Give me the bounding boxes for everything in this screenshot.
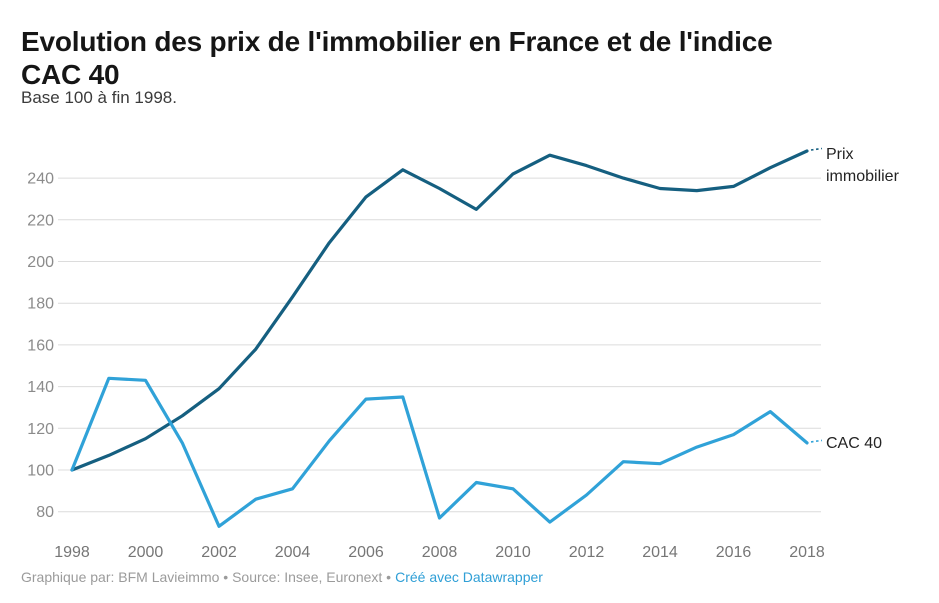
datawrapper-attribution-link[interactable]: Créé avec Datawrapper	[395, 569, 543, 585]
y-tick-label: 240	[27, 171, 54, 188]
chart-subtitle: Base 100 à fin 1998.	[21, 88, 177, 107]
x-tick-label: 2000	[128, 544, 164, 561]
series-label-connector-cac-40	[810, 439, 823, 443]
chart-title-line1: Evolution des prix de l'immobilier en Fr…	[21, 25, 773, 57]
y-tick-label: 200	[27, 254, 54, 271]
series-line-prix-immobilier	[70, 149, 809, 472]
y-tick-label: 140	[27, 379, 54, 396]
x-tick-label: 2008	[422, 544, 458, 561]
y-tick-label: 160	[27, 337, 54, 354]
series-label-prix-immobilier: immobilier	[826, 168, 900, 185]
series-label-connector-prix-immobilier	[810, 147, 823, 151]
y-tick-label: 100	[27, 463, 54, 480]
chart-footer: Graphique par: BFM Lavieimmo • Source: I…	[21, 569, 543, 585]
series-label-prix-immobilier: Prix	[826, 146, 854, 163]
x-tick-label: 2006	[348, 544, 384, 561]
x-tick-label: 2014	[642, 544, 678, 561]
y-tick-label: 120	[27, 421, 54, 438]
y-tick-label: 220	[27, 212, 54, 229]
series-line-cac-40	[70, 376, 809, 528]
x-tick-label: 2016	[716, 544, 752, 561]
x-tick-label: 2018	[789, 544, 825, 561]
y-tick-label: 80	[36, 504, 54, 521]
x-tick-label: 2004	[275, 544, 311, 561]
x-tick-label: 1998	[54, 544, 90, 561]
x-tick-label: 2012	[569, 544, 605, 561]
footer-credit-text: Graphique par: BFM Lavieimmo • Source: I…	[21, 569, 392, 585]
series-label-cac-40: CAC 40	[826, 435, 882, 452]
x-tick-label: 2010	[495, 544, 531, 561]
x-tick-label: 2002	[201, 544, 237, 561]
chart-title-line2: CAC 40	[21, 58, 120, 90]
y-tick-label: 180	[27, 296, 54, 313]
chart-title: Evolution des prix de l'immobilier en Fr…	[21, 25, 921, 91]
